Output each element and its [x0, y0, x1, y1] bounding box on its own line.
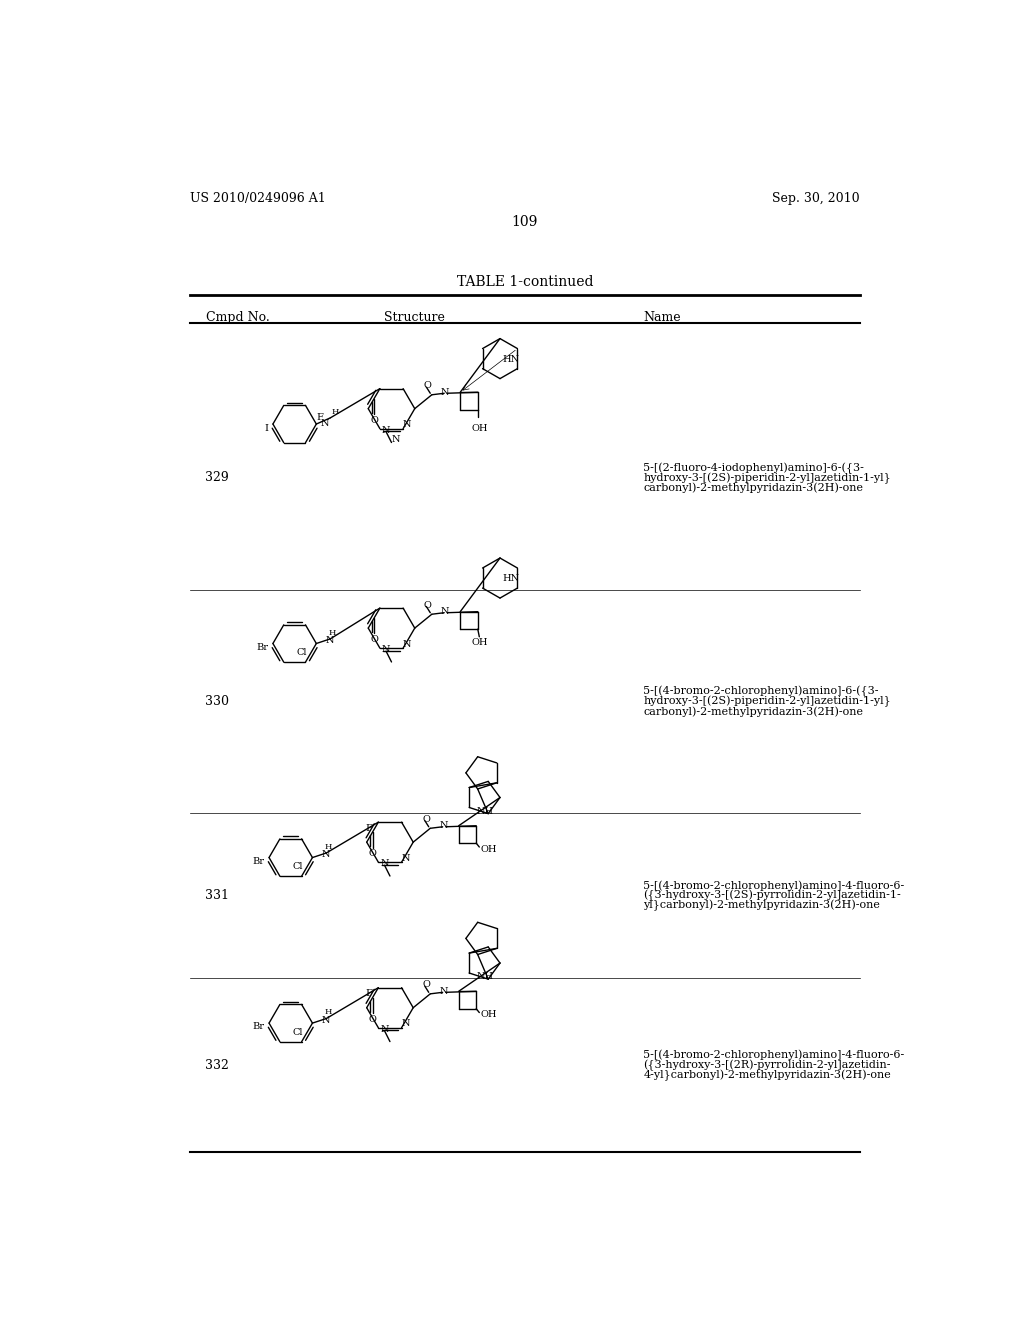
Text: N: N: [439, 987, 447, 997]
Text: N: N: [402, 420, 412, 429]
Text: N: N: [391, 434, 399, 444]
Text: yl}carbonyl)-2-methylpyridazin-3(2H)-one: yl}carbonyl)-2-methylpyridazin-3(2H)-one: [643, 900, 881, 911]
Text: Sep. 30, 2010: Sep. 30, 2010: [772, 191, 859, 205]
Text: Br: Br: [252, 857, 264, 866]
Text: O: O: [369, 849, 377, 858]
Text: O: O: [370, 635, 378, 644]
Text: 5-[(4-bromo-2-chlorophenyl)amino]-6-({3-: 5-[(4-bromo-2-chlorophenyl)amino]-6-({3-: [643, 685, 879, 697]
Text: N: N: [382, 425, 390, 434]
Text: NH: NH: [477, 807, 494, 816]
Text: HN: HN: [503, 574, 520, 583]
Text: 4-yl}carbonyl)-2-methylpyridazin-3(2H)-one: 4-yl}carbonyl)-2-methylpyridazin-3(2H)-o…: [643, 1069, 891, 1081]
Text: 5-[(2-fluoro-4-iodophenyl)amino]-6-({3-: 5-[(2-fluoro-4-iodophenyl)amino]-6-({3-: [643, 462, 864, 474]
Text: Name: Name: [643, 310, 681, 323]
Text: O: O: [423, 814, 430, 824]
Text: 330: 330: [206, 694, 229, 708]
Text: OH: OH: [481, 845, 498, 854]
Text: O: O: [370, 416, 378, 425]
Text: TABLE 1-continued: TABLE 1-continued: [457, 275, 593, 289]
Text: 5-[(4-bromo-2-chlorophenyl)amino]-4-fluoro-6-: 5-[(4-bromo-2-chlorophenyl)amino]-4-fluo…: [643, 1049, 904, 1060]
Text: Br: Br: [252, 1023, 264, 1031]
Text: I: I: [265, 424, 268, 433]
Text: 331: 331: [206, 890, 229, 902]
Text: ({3-hydroxy-3-[(2S)-pyrrolidin-2-yl]azetidin-1-: ({3-hydroxy-3-[(2S)-pyrrolidin-2-yl]azet…: [643, 890, 901, 902]
Text: N: N: [440, 607, 450, 616]
Text: N: N: [440, 388, 450, 397]
Text: N: N: [322, 850, 330, 859]
Text: F: F: [316, 413, 323, 422]
Text: OH: OH: [481, 1010, 498, 1019]
Text: F: F: [366, 990, 373, 998]
Text: 332: 332: [206, 1059, 229, 1072]
Text: ({3-hydroxy-3-[(2R)-pyrrolidin-2-yl]azetidin-: ({3-hydroxy-3-[(2R)-pyrrolidin-2-yl]azet…: [643, 1060, 891, 1071]
Text: O: O: [369, 1015, 377, 1024]
Text: N: N: [380, 859, 389, 869]
Text: US 2010/0249096 A1: US 2010/0249096 A1: [190, 191, 326, 205]
Text: carbonyl)-2-methylpyridazin-3(2H)-one: carbonyl)-2-methylpyridazin-3(2H)-one: [643, 706, 863, 717]
Text: NH: NH: [477, 973, 494, 981]
Text: Cmpd No.: Cmpd No.: [206, 310, 269, 323]
Text: N: N: [402, 640, 412, 648]
Text: O: O: [424, 601, 432, 610]
Text: HN: HN: [503, 355, 520, 364]
Text: O: O: [424, 381, 432, 389]
Text: Cl: Cl: [293, 862, 303, 871]
Text: N: N: [401, 854, 410, 863]
Text: N: N: [439, 821, 447, 830]
Text: N: N: [380, 1024, 389, 1034]
Text: H: H: [328, 628, 336, 636]
Text: 5-[(4-bromo-2-chlorophenyl)amino]-4-fluoro-6-: 5-[(4-bromo-2-chlorophenyl)amino]-4-fluo…: [643, 880, 904, 891]
Text: N: N: [401, 1019, 410, 1028]
Text: Structure: Structure: [384, 310, 445, 323]
Text: Br: Br: [256, 643, 268, 652]
Text: OH: OH: [471, 639, 487, 648]
Text: H: H: [332, 408, 339, 416]
Text: Cl: Cl: [296, 648, 307, 657]
Text: O: O: [423, 981, 430, 989]
Text: 109: 109: [512, 215, 538, 228]
Text: N: N: [321, 420, 329, 429]
Text: H: H: [325, 1008, 332, 1016]
Text: N: N: [322, 1015, 330, 1024]
Text: H: H: [325, 842, 332, 851]
Text: OH: OH: [471, 424, 487, 433]
Text: F: F: [366, 824, 373, 833]
Text: hydroxy-3-[(2S)-piperidin-2-yl]azetidin-1-yl}: hydroxy-3-[(2S)-piperidin-2-yl]azetidin-…: [643, 473, 891, 483]
Text: Cl: Cl: [293, 1028, 303, 1038]
Text: N: N: [382, 645, 390, 655]
Text: 329: 329: [206, 471, 229, 484]
Text: carbonyl)-2-methylpyridazin-3(2H)-one: carbonyl)-2-methylpyridazin-3(2H)-one: [643, 483, 863, 494]
Text: N: N: [326, 636, 334, 645]
Text: hydroxy-3-[(2S)-piperidin-2-yl]azetidin-1-yl}: hydroxy-3-[(2S)-piperidin-2-yl]azetidin-…: [643, 696, 891, 708]
